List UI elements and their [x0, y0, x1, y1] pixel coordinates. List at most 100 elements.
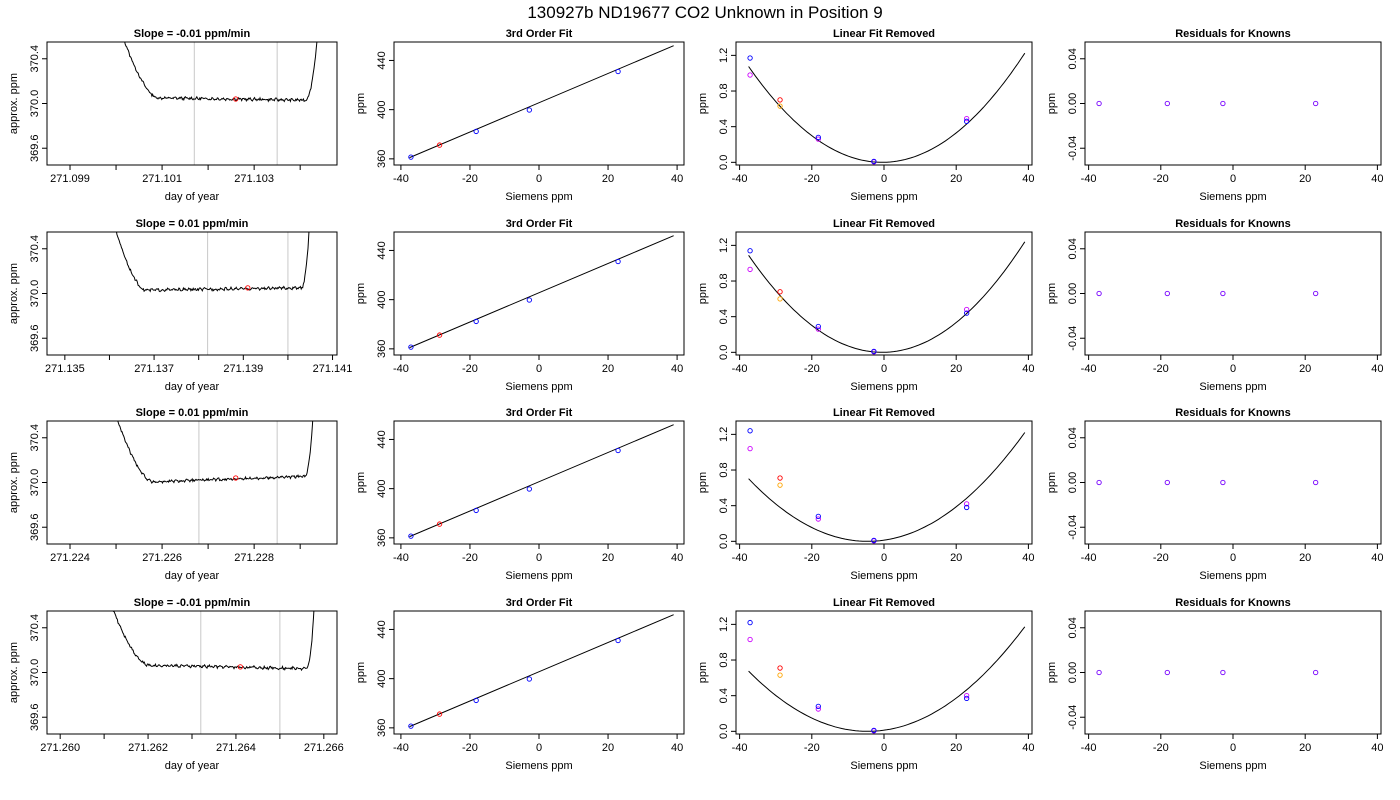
known-alt-point — [964, 116, 970, 122]
x-tick-label: 20 — [602, 552, 614, 564]
y-tick-label: 360 — [376, 719, 388, 737]
y-tick-label: 360 — [376, 150, 388, 168]
concentration-trace — [112, 611, 315, 672]
y-tick-label: 0.00 — [1067, 662, 1079, 683]
plot-frame — [735, 420, 1033, 545]
y-tick-label: 0.00 — [1067, 93, 1079, 114]
known-standard-point — [473, 128, 479, 135]
unknown-sample-point — [777, 665, 783, 671]
x-tick-label: 40 — [671, 173, 683, 185]
x-tick-label: 40 — [1022, 363, 1034, 375]
y-tick-label: 400 — [376, 100, 388, 118]
known-standard-point — [815, 513, 821, 520]
known-alt-point — [747, 636, 753, 643]
x-tick-label: 0 — [536, 363, 542, 375]
known-standard-point — [526, 676, 532, 682]
x-tick-label: 20 — [950, 552, 962, 564]
x-axis-label: Siemens ppm — [505, 191, 572, 203]
residual-point — [1096, 290, 1102, 297]
plot-frame — [735, 610, 1033, 735]
y-tick-label: 400 — [376, 290, 388, 308]
x-axis-label: Siemens ppm — [1199, 191, 1266, 203]
y-tick-label: 370.0 — [29, 469, 41, 497]
known-standard-point — [526, 486, 532, 492]
panel-grid: Slope = -0.01 ppm/min 271.099 271.101 271.1… — [8, 28, 1384, 772]
x-tick-label: 271.262 — [128, 742, 168, 754]
x-axis-label: day of year — [165, 760, 220, 772]
x-tick-label: 40 — [1371, 742, 1383, 754]
x-tick-label: -20 — [1153, 742, 1169, 754]
x-tick-label: 40 — [1371, 173, 1383, 185]
y-tick-label: 370.4 — [29, 424, 41, 452]
plot-frame — [1084, 41, 1382, 166]
y-tick-label: -0.04 — [1067, 705, 1079, 730]
y-axis-label: ppm — [697, 283, 709, 304]
known-standard-point — [747, 248, 753, 254]
known-alt-point — [747, 266, 753, 273]
fit-curve — [409, 424, 674, 538]
x-tick-label: -20 — [804, 173, 820, 185]
x-tick-label: 0 — [536, 552, 542, 564]
panel-title: Linear Fit Removed — [833, 597, 935, 609]
x-tick-label: -40 — [1081, 552, 1097, 564]
x-tick-label: 271.264 — [216, 742, 256, 754]
residual-point — [1096, 669, 1102, 676]
x-tick-label: 40 — [1022, 742, 1034, 754]
unknown-sample-point — [777, 289, 783, 295]
unknown-sample-point — [436, 142, 443, 148]
x-tick-label: 0 — [881, 363, 887, 375]
x-tick-label: 40 — [671, 552, 683, 564]
known-standard-point — [815, 703, 821, 710]
x-tick-label: -20 — [462, 173, 478, 185]
known-standard-point — [408, 344, 414, 350]
concentration-trace — [117, 421, 314, 485]
known-standard-point — [526, 297, 532, 303]
unknown-mean-point — [237, 664, 243, 670]
residual-point — [1164, 479, 1170, 486]
x-tick-label: 20 — [602, 363, 614, 375]
x-tick-label: 20 — [1299, 363, 1311, 375]
y-tick-label: 0.4 — [718, 119, 730, 134]
y-tick-label: 370.4 — [29, 614, 41, 642]
y-tick-label: 0.8 — [718, 83, 730, 98]
x-tick-label: 20 — [602, 742, 614, 754]
x-tick-label: -20 — [462, 552, 478, 564]
plot-frame — [46, 41, 338, 166]
known-standard-point — [964, 695, 970, 701]
x-tick-label: -20 — [804, 742, 820, 754]
known-standard-point — [526, 107, 532, 113]
known-standard-point — [871, 158, 877, 165]
plot-frame — [1084, 420, 1382, 545]
x-tick-label: 271.103 — [234, 173, 274, 185]
y-axis-label: ppm — [355, 662, 367, 683]
y-tick-label: 440 — [376, 51, 388, 69]
panel-title: Slope = 0.01 ppm/min — [136, 218, 249, 230]
y-axis-label: ppm — [1046, 93, 1058, 114]
x-tick-label: 271.141 — [313, 363, 353, 375]
known-standard-point — [473, 507, 479, 514]
y-tick-label: 0.8 — [718, 273, 730, 288]
y-axis-label: ppm — [355, 472, 367, 493]
panel-title: 3rd Order Fit — [506, 218, 573, 230]
known-standard-point — [473, 697, 479, 704]
known-alt-point — [964, 306, 970, 313]
x-axis-label: day of year — [165, 191, 220, 203]
y-axis-label: ppm — [697, 472, 709, 493]
plot-frame — [46, 610, 338, 735]
y-tick-label: 360 — [376, 529, 388, 547]
x-tick-label: 40 — [1371, 363, 1383, 375]
known-standard-point — [408, 723, 414, 729]
y-tick-label: 0.8 — [718, 462, 730, 477]
panel-linear_removed-row2: Linear Fit Removed -40 -20 0 20 40 0.0 0.4 0.8 1.… — [697, 218, 1035, 393]
y-tick-label: 370.0 — [29, 90, 41, 118]
panel-fit-row3: 3rd Order Fit -40 -20 0 20 40 360 400 440 Siemens… — [355, 407, 685, 582]
panel-title: Slope = 0.01 ppm/min — [136, 407, 249, 419]
x-tick-label: 40 — [1371, 552, 1383, 564]
x-tick-label: 20 — [950, 363, 962, 375]
x-tick-label: -20 — [804, 552, 820, 564]
panel-title: Residuals for Knowns — [1175, 28, 1291, 40]
plot-frame — [46, 420, 338, 545]
unknown-sample-point — [436, 711, 443, 717]
panel-title: Slope = -0.01 ppm/min — [134, 28, 251, 40]
panel-trace-row4: Slope = -0.01 ppm/min 271.260 271.262 271.2… — [8, 597, 344, 772]
